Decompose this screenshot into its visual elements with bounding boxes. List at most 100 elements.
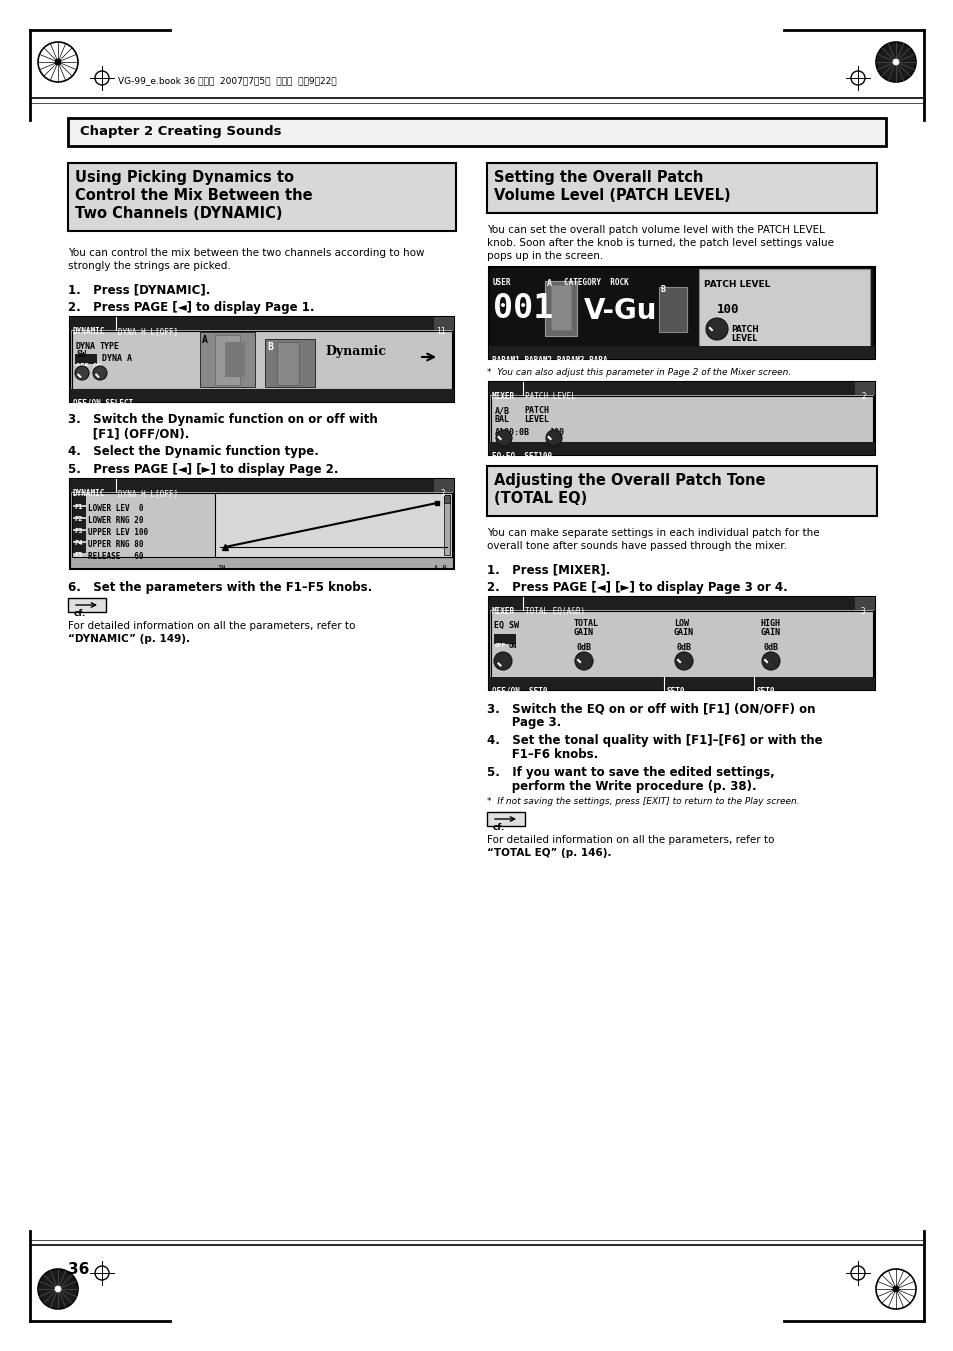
Bar <box>854 597 874 611</box>
Circle shape <box>494 653 512 670</box>
Text: A: A <box>546 280 552 288</box>
Text: PATCH LEVEL: PATCH LEVEL <box>524 392 576 401</box>
Text: You can control the mix between the two channels according to how: You can control the mix between the two … <box>68 249 424 258</box>
Text: F2: F2 <box>74 516 82 521</box>
Circle shape <box>892 1286 898 1292</box>
Circle shape <box>92 366 107 380</box>
Bar <box>489 597 874 690</box>
Text: BAL: BAL <box>495 415 510 424</box>
Text: [F1] (OFF/ON).: [F1] (OFF/ON). <box>68 427 190 440</box>
Text: PATCH: PATCH <box>730 326 758 334</box>
Bar <box>73 507 86 517</box>
Circle shape <box>675 653 692 670</box>
Bar <box>214 335 240 385</box>
Text: Two Channels (DYNAMIC): Two Channels (DYNAMIC) <box>75 205 282 222</box>
Text: 4.   Set the tonal quality with [F1]–[F6] or with the: 4. Set the tonal quality with [F1]–[F6] … <box>486 734 821 747</box>
Text: You can set the overall patch volume level with the PATCH LEVEL: You can set the overall patch volume lev… <box>486 226 824 235</box>
Text: “DYNAMIC” (p. 149).: “DYNAMIC” (p. 149). <box>68 634 190 644</box>
Text: A: A <box>202 335 208 345</box>
Text: MIXER: MIXER <box>492 392 515 401</box>
Bar <box>70 480 454 492</box>
Bar <box>75 354 97 363</box>
Text: 001: 001 <box>493 292 553 326</box>
Text: LOWER LEV  0: LOWER LEV 0 <box>88 504 143 513</box>
Text: DYNA: DYNA <box>76 342 96 351</box>
Text: LOWER RNG 20: LOWER RNG 20 <box>88 516 143 526</box>
Text: MIXER: MIXER <box>492 607 515 616</box>
Bar <box>68 118 885 146</box>
Text: 5.   If you want to save the edited settings,: 5. If you want to save the edited settin… <box>486 766 774 780</box>
Text: OFF/ON SELECT: OFF/ON SELECT <box>73 399 133 408</box>
Bar <box>699 269 869 357</box>
Circle shape <box>875 42 915 82</box>
Text: Control the Mix Between the: Control the Mix Between the <box>75 188 313 203</box>
Circle shape <box>575 653 593 670</box>
Bar <box>265 339 314 386</box>
Text: IN: IN <box>216 565 225 571</box>
Text: PARAM1 PARAM2 PARAM3 PARA: PARAM1 PARAM2 PARAM3 PARA <box>492 357 607 365</box>
Text: V-Gu: V-Gu <box>583 297 657 326</box>
Text: LOW: LOW <box>673 619 688 628</box>
Text: 1.   Press [MIXER].: 1. Press [MIXER]. <box>486 563 610 576</box>
Text: USER: USER <box>493 278 511 286</box>
Bar <box>551 285 571 330</box>
Text: For detailed information on all the parameters, refer to: For detailed information on all the para… <box>486 835 774 844</box>
Bar <box>489 346 874 359</box>
Bar <box>489 442 874 455</box>
Text: 100: 100 <box>717 303 739 316</box>
Bar <box>854 382 874 394</box>
Circle shape <box>496 430 512 446</box>
Text: LEVEL: LEVEL <box>730 334 757 343</box>
Bar <box>494 634 516 644</box>
Text: B: B <box>267 342 273 353</box>
Bar <box>489 267 874 359</box>
Text: *  You can also adjust this parameter in Page 2 of the Mixer screen.: * You can also adjust this parameter in … <box>486 367 790 377</box>
Text: 1.   Press [DYNAMIC].: 1. Press [DYNAMIC]. <box>68 282 211 296</box>
Circle shape <box>38 1269 78 1309</box>
Text: 0dB: 0dB <box>763 643 779 653</box>
Text: Chapter 2 Creating Sounds: Chapter 2 Creating Sounds <box>80 126 281 139</box>
Circle shape <box>705 317 727 340</box>
Text: PATCH LEVEL: PATCH LEVEL <box>703 280 770 289</box>
Text: EQ SW: EQ SW <box>494 621 518 630</box>
Bar <box>443 494 450 555</box>
Text: perform the Write procedure (p. 38).: perform the Write procedure (p. 38). <box>486 780 756 793</box>
Text: A/B: A/B <box>495 407 510 415</box>
Circle shape <box>38 42 78 82</box>
Bar <box>70 317 454 403</box>
Bar <box>486 466 876 516</box>
Bar <box>71 493 452 557</box>
Text: F3: F3 <box>74 528 82 534</box>
Text: 1: 1 <box>439 327 444 336</box>
Text: DYNAMIC: DYNAMIC <box>73 327 105 336</box>
Text: For detailed information on all the parameters, refer to: For detailed information on all the para… <box>68 621 355 631</box>
Text: F1: F1 <box>74 504 82 509</box>
Bar <box>73 531 86 540</box>
Text: TOTAL: TOTAL <box>574 619 598 628</box>
Bar <box>276 342 298 385</box>
Bar <box>443 494 450 503</box>
Circle shape <box>545 430 561 446</box>
Bar <box>70 389 454 403</box>
Bar <box>73 543 86 553</box>
Bar <box>434 317 454 330</box>
Bar <box>70 317 454 330</box>
Bar <box>73 494 86 505</box>
Text: 36: 36 <box>68 1262 90 1277</box>
Text: F5: F5 <box>74 553 82 558</box>
Circle shape <box>75 366 89 380</box>
Bar <box>489 677 874 690</box>
Text: LEVEL: LEVEL <box>523 415 548 424</box>
Text: 3.   Switch the EQ on or off with [F1] (ON/OFF) on: 3. Switch the EQ on or off with [F1] (ON… <box>486 703 815 715</box>
Text: HIGH: HIGH <box>760 619 781 628</box>
Text: ON: ON <box>509 643 517 648</box>
Text: 2: 2 <box>861 392 864 401</box>
Text: 3: 3 <box>861 607 864 616</box>
Text: 2.   Press PAGE [◄] [►] to display Page 3 or 4.: 2. Press PAGE [◄] [►] to display Page 3 … <box>486 581 787 594</box>
Bar <box>214 493 452 557</box>
Text: OFF/ON  SET0: OFF/ON SET0 <box>492 688 547 696</box>
Text: GAIN: GAIN <box>574 628 594 638</box>
Text: 0dB: 0dB <box>677 643 691 653</box>
Text: DYNA H L[OFF]: DYNA H L[OFF] <box>118 327 178 336</box>
Text: GAIN: GAIN <box>673 628 693 638</box>
